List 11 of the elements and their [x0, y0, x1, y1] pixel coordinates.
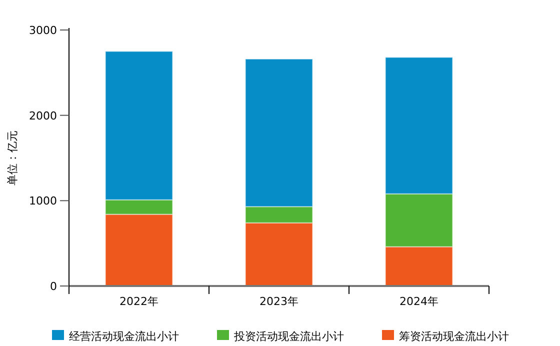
x-tick-label: 2022年: [120, 295, 158, 308]
legend-label: 经营活动现金流出小计: [69, 330, 179, 343]
y-tick-label: 0: [50, 280, 57, 293]
y-axis-title: 单位：亿元: [6, 130, 19, 186]
y-tick-label: 3000: [29, 24, 57, 37]
legend-label: 投资活动现金流出小计: [233, 330, 344, 343]
y-tick-label: 2000: [29, 109, 57, 122]
legend-label: 筹资活动现金流出小计: [399, 330, 509, 343]
x-tick-label: 2024年: [400, 295, 438, 308]
y-tick-label: 1000: [29, 194, 57, 208]
x-tick-label: 2023年: [260, 295, 298, 308]
